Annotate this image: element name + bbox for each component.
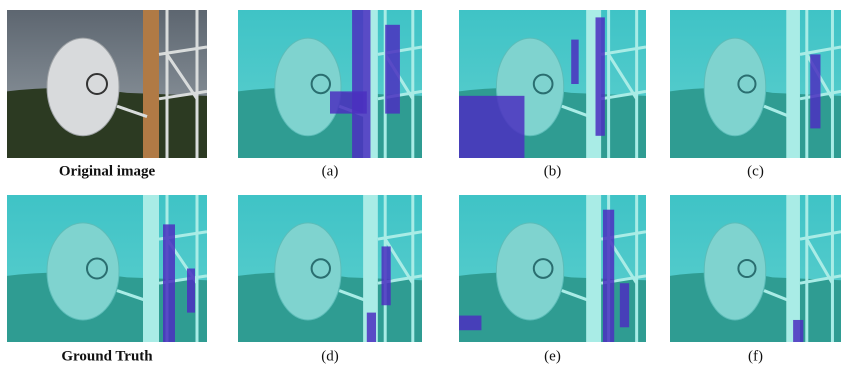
image-panel — [238, 10, 422, 158]
error-region — [603, 210, 614, 342]
tower-main — [143, 195, 159, 342]
dish — [496, 223, 563, 320]
panel-caption: (f) — [748, 348, 763, 364]
dish — [275, 38, 341, 136]
error-region — [382, 246, 391, 305]
image-panel — [459, 10, 646, 158]
error-region — [330, 91, 367, 113]
error-region — [810, 54, 820, 128]
dish — [704, 38, 766, 136]
dish — [704, 223, 766, 320]
panel-caption: (a) — [322, 163, 339, 179]
error-region — [352, 10, 370, 158]
image-panel — [238, 195, 422, 342]
error-region — [459, 96, 524, 158]
error-region — [367, 313, 376, 342]
error-region — [571, 40, 578, 84]
panel-caption: (b) — [544, 163, 562, 179]
image-panel — [459, 195, 646, 342]
figure: Original image (a) (b) (c) Ground Truth (d) (e… — [0, 0, 847, 368]
image-panel — [670, 195, 841, 342]
dish — [275, 223, 341, 320]
error-region — [385, 25, 400, 114]
dish — [47, 38, 119, 136]
error-region — [187, 269, 195, 313]
error-region — [620, 283, 629, 327]
error-region — [793, 320, 803, 342]
error-region — [459, 316, 481, 331]
error-region — [596, 17, 605, 135]
panel-caption: Original image — [59, 163, 156, 179]
panel-caption: (d) — [321, 348, 339, 364]
dish — [47, 223, 119, 320]
tower-main — [786, 10, 800, 158]
panel-caption: (c) — [747, 163, 764, 179]
panel-caption: (e) — [544, 348, 561, 364]
panel-caption: Ground Truth — [61, 348, 153, 364]
tower-main — [143, 10, 159, 158]
figure-canvas: Original image (a) (b) (c) Ground Truth (d) (e… — [0, 0, 847, 368]
tower-main — [586, 195, 601, 342]
image-panel — [670, 10, 841, 158]
error-region — [163, 224, 175, 342]
image-panel — [7, 10, 207, 158]
image-panel — [7, 195, 207, 342]
